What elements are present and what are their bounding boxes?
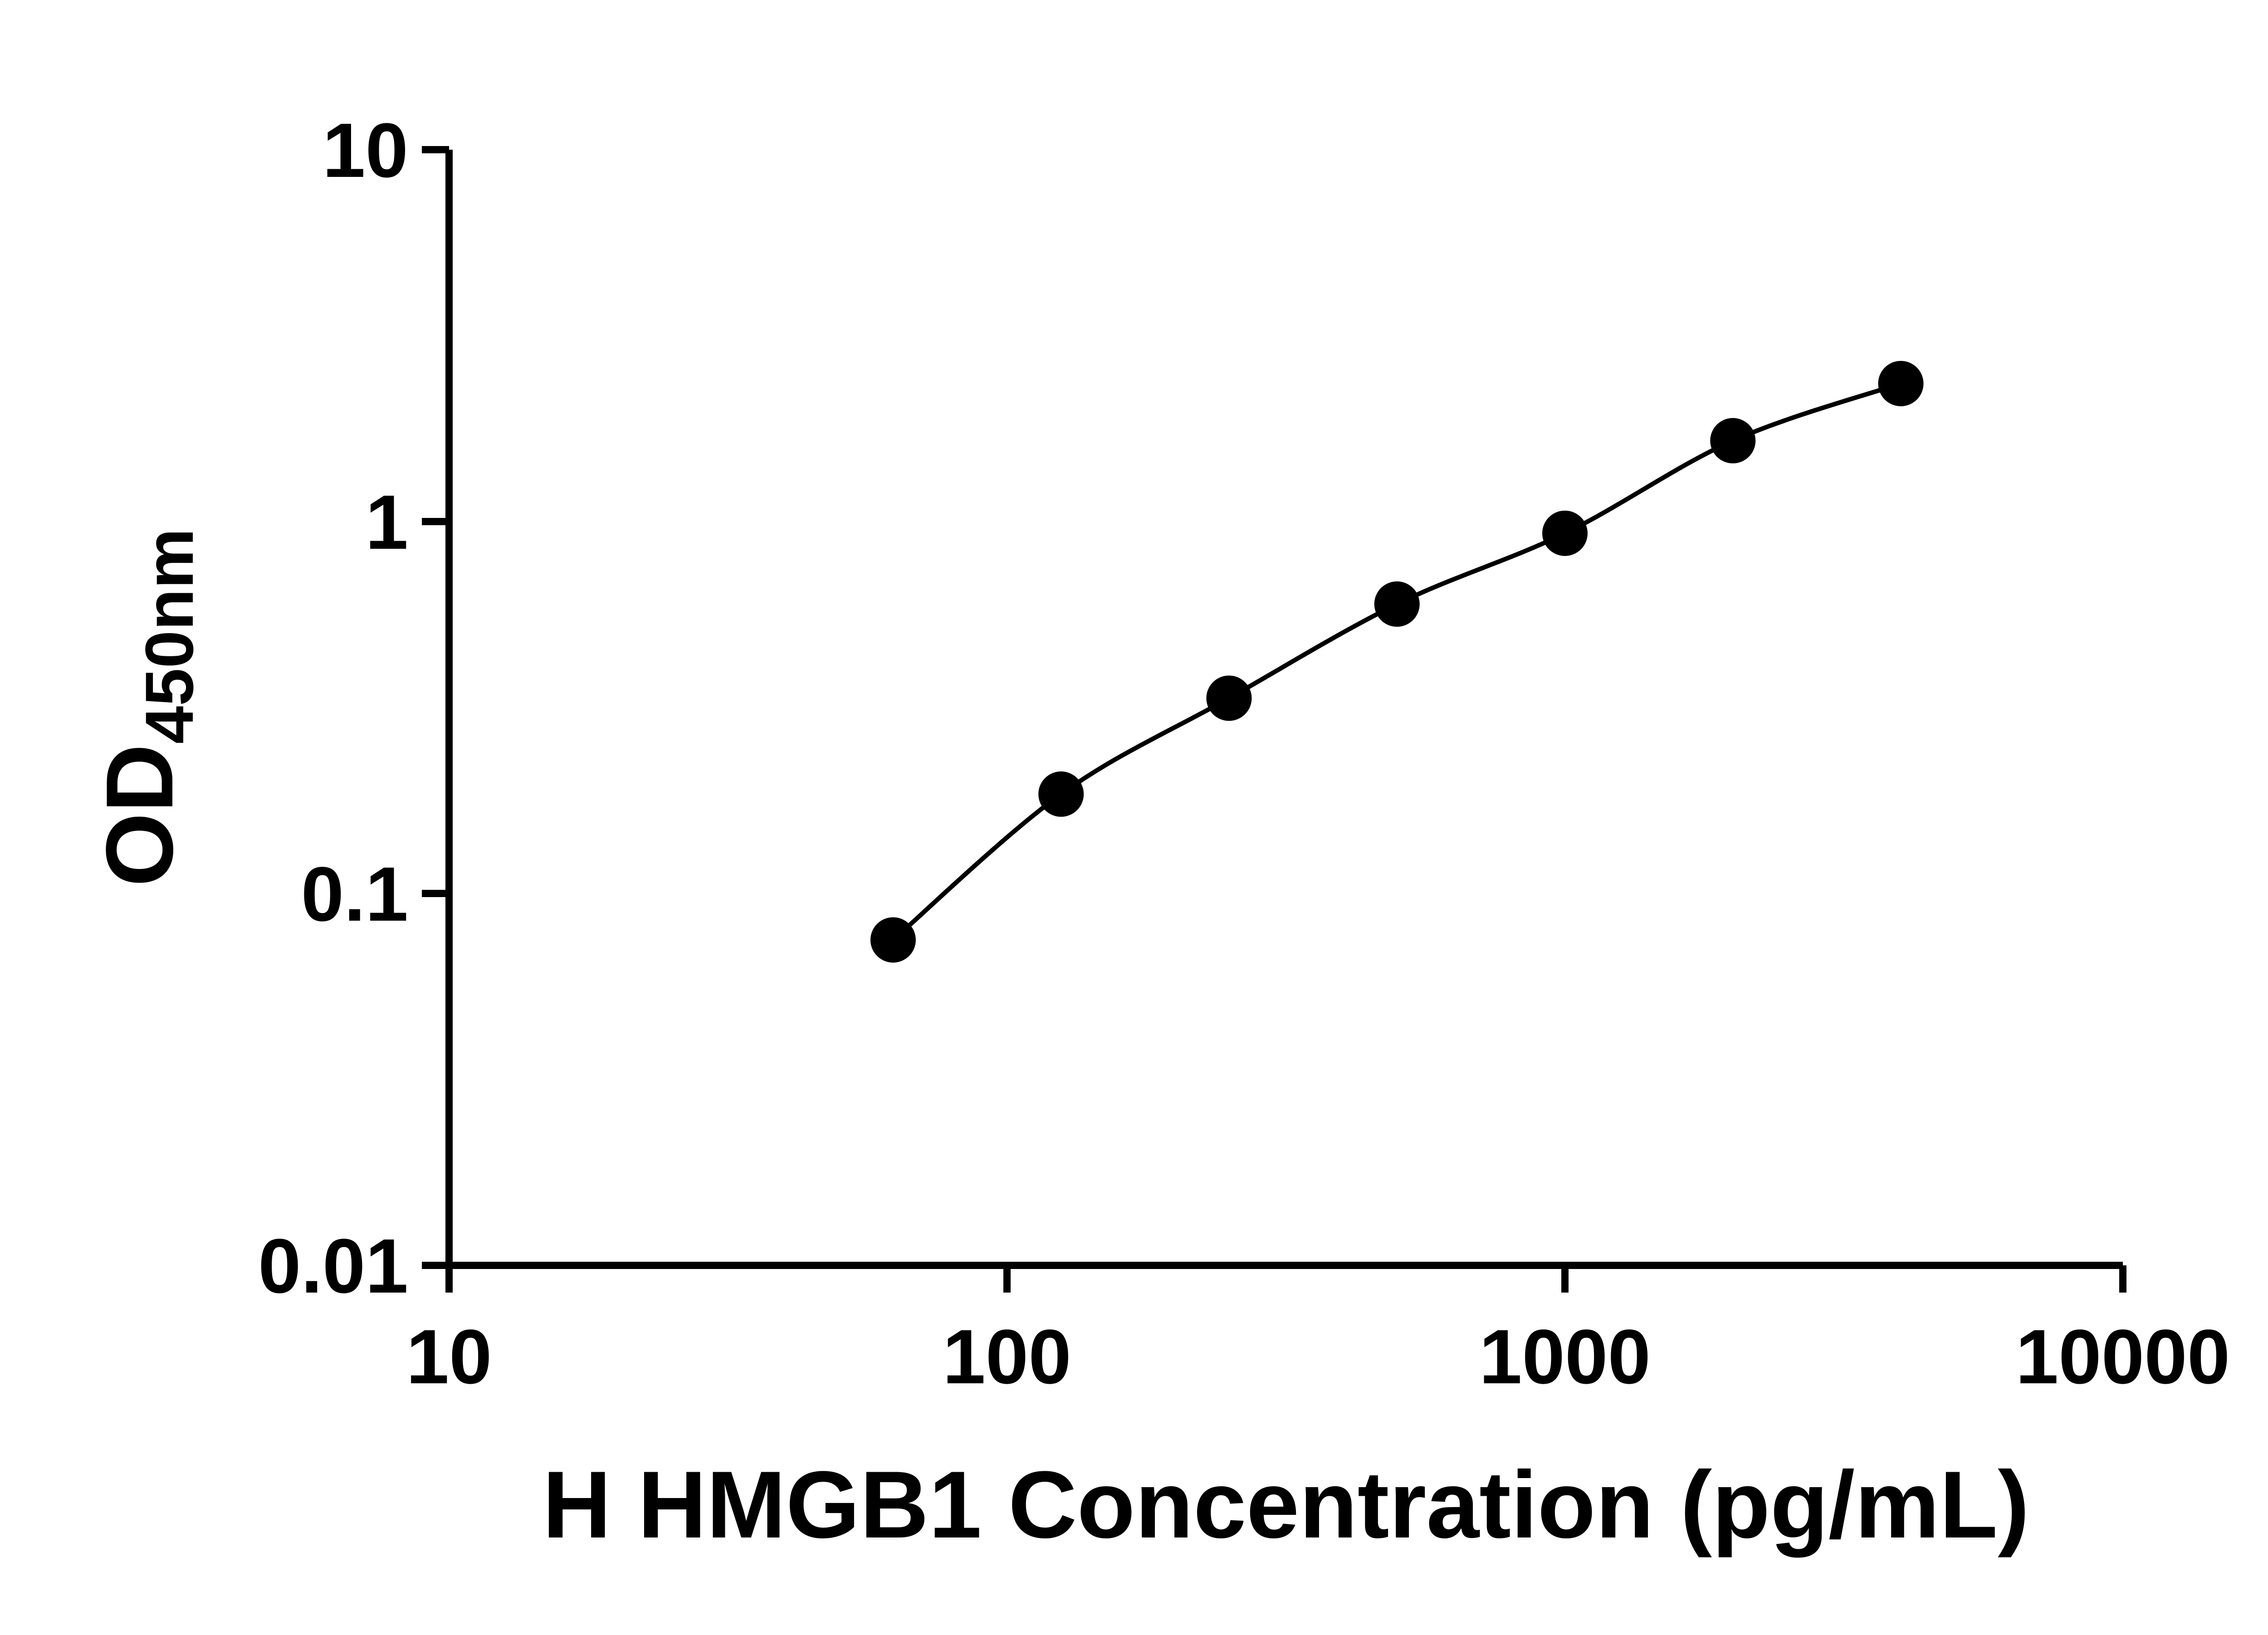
x-tick-label: 100 <box>943 1314 1071 1400</box>
y-tick-label: 10 <box>323 107 408 194</box>
y-tick-label: 1 <box>365 479 408 566</box>
axes: 0.01 0.1 1 10 10 100 1000 10000 <box>258 107 2230 1400</box>
data-point <box>1206 675 1252 721</box>
data-point <box>1374 581 1420 627</box>
data-point <box>1542 510 1588 556</box>
y-axis-title-main: OD <box>86 744 193 887</box>
y-tick-label: 0.01 <box>258 1223 408 1309</box>
x-tick-label: 10 <box>406 1314 492 1400</box>
y-axis-title: OD450nm <box>86 528 207 887</box>
data-point <box>870 917 916 963</box>
y-axis-title-subscript: 450nm <box>131 528 207 744</box>
data-point <box>1710 418 1756 464</box>
data-point <box>1878 361 1924 406</box>
x-tick-label: 1000 <box>1479 1314 1651 1400</box>
data-point <box>1038 771 1084 817</box>
x-tick-label: 10000 <box>2016 1314 2230 1400</box>
data-series <box>870 361 1924 963</box>
y-tick-label: 0.1 <box>301 851 408 937</box>
axis-lines <box>445 150 2123 1269</box>
fit-curve <box>890 381 1903 942</box>
x-axis-title: H HMGB1 Concentration (pg/mL) <box>543 1451 2029 1558</box>
